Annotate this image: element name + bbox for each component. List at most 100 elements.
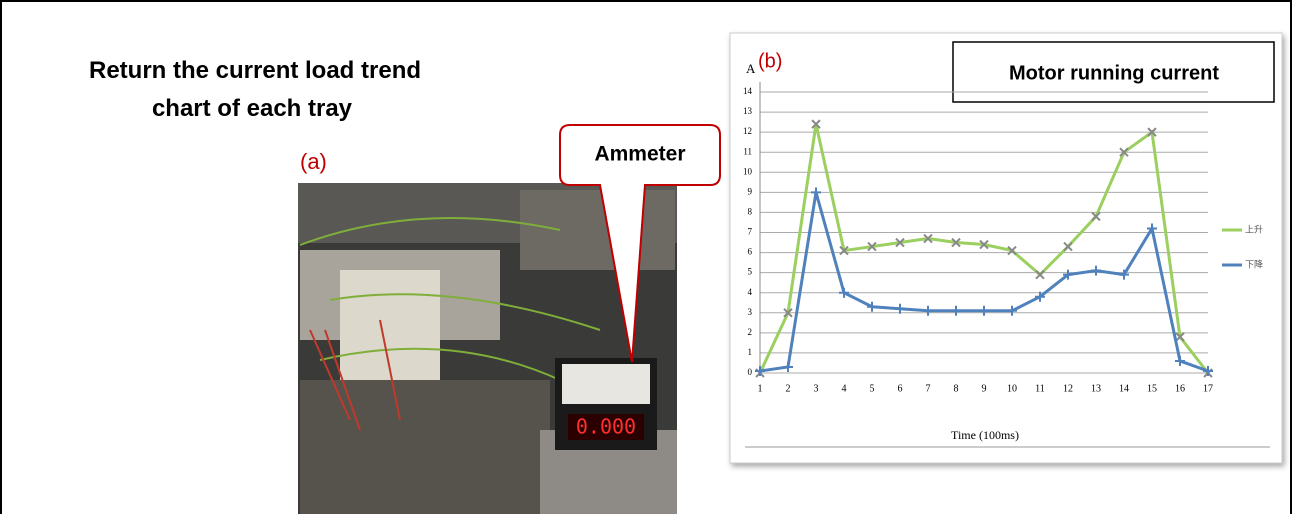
x-tick-label: 3: [814, 383, 819, 394]
marker-shape: [1035, 269, 1045, 280]
x-axis-label: Time (100ms): [951, 428, 1019, 442]
marker: [1091, 265, 1101, 276]
y-tick-label: 14: [743, 86, 753, 96]
marker-shape: [839, 287, 849, 298]
y-tick-label: 4: [748, 287, 753, 297]
marker-shape: [1063, 241, 1073, 252]
marker: [1007, 245, 1017, 256]
marker-shape: [951, 305, 961, 316]
marker-shape: [1091, 265, 1101, 276]
marker: [867, 241, 877, 252]
heading: Return the current load trend chart of ea…: [89, 57, 421, 122]
marker: [783, 361, 793, 372]
marker-shape: [783, 308, 793, 318]
y-tick-label: 6: [748, 247, 753, 257]
marker: [811, 187, 821, 198]
marker-shape: [755, 365, 765, 376]
marker: [1119, 269, 1129, 280]
y-tick-label: 8: [748, 206, 753, 216]
callout-text: Ammeter: [594, 143, 685, 166]
marker-shape: [1063, 269, 1073, 280]
marker: [1147, 127, 1157, 137]
marker-shape: [1119, 147, 1129, 157]
x-tick-label: 8: [954, 383, 959, 394]
y-tick-label: 13: [743, 106, 753, 116]
marker: [1175, 355, 1185, 366]
panel-label: (a): [300, 149, 327, 174]
marker-shape: [979, 305, 989, 316]
marker: [1091, 211, 1101, 222]
x-tick-label: 7: [926, 383, 931, 394]
photo: [298, 183, 677, 514]
x-tick-label: 12: [1063, 383, 1073, 394]
marker-shape: [951, 237, 961, 248]
display-text: 0.000: [576, 415, 636, 439]
y-tick-label: 1: [748, 347, 753, 357]
marker-shape: [1147, 223, 1157, 234]
x-tick-label: 6: [898, 383, 903, 394]
marker: [1119, 147, 1129, 157]
marker-shape: [839, 245, 849, 256]
marker: [783, 308, 793, 318]
x-tick-label: 13: [1091, 383, 1101, 394]
marker: [811, 119, 821, 129]
marker: [1035, 291, 1045, 302]
marker-shape: [783, 361, 793, 372]
marker: [895, 237, 905, 248]
marker: [1147, 223, 1157, 234]
legend-label: 上升: [1245, 224, 1263, 234]
x-tick-label: 9: [982, 383, 987, 394]
marker-shape: [1203, 365, 1213, 376]
y-tick-label: 10: [743, 166, 753, 176]
marker: [839, 245, 849, 256]
marker-shape: [1175, 355, 1185, 366]
y-tick-label: 9: [748, 186, 753, 196]
marker: [1063, 269, 1073, 280]
marker-shape: [1007, 245, 1017, 256]
marker: [895, 303, 905, 314]
marker: [839, 287, 849, 298]
marker-shape: [895, 303, 905, 314]
marker-shape: [1175, 332, 1185, 342]
marker: [1203, 365, 1213, 376]
marker-shape: [1035, 291, 1045, 302]
x-tick-label: 17: [1203, 383, 1213, 394]
marker: [1035, 269, 1045, 280]
marker-shape: [867, 241, 877, 252]
marker: [979, 239, 989, 250]
panel-label: (b): [758, 50, 782, 72]
marker-shape: [867, 301, 877, 312]
marker: [1063, 241, 1073, 252]
marker-shape: [1147, 127, 1157, 137]
y-axis-label: A: [746, 61, 756, 76]
marker-shape: [1091, 211, 1101, 222]
marker-shape: [979, 239, 989, 250]
marker-shape: [1119, 269, 1129, 280]
x-tick-label: 2: [786, 383, 791, 394]
y-tick-label: 3: [748, 307, 753, 317]
x-tick-label: 4: [842, 383, 847, 394]
marker: [1007, 305, 1017, 316]
marker: [923, 233, 933, 244]
callout-box: [559, 124, 721, 363]
x-tick-label: 5: [870, 383, 875, 394]
y-tick-label: 12: [743, 126, 752, 136]
marker: [951, 237, 961, 248]
x-tick-label: 16: [1175, 383, 1185, 394]
chart-title: Motor running current: [1009, 62, 1219, 84]
heading-line: chart of each tray: [152, 95, 353, 122]
marker-shape: [1007, 305, 1017, 316]
marker-shape: [811, 119, 821, 129]
marker: [979, 305, 989, 316]
marker: [923, 305, 933, 316]
marker: [1175, 332, 1185, 342]
y-tick-label: 5: [748, 267, 753, 277]
y-tick-label: 2: [748, 327, 753, 337]
marker: [755, 365, 765, 376]
x-tick-label: 15: [1147, 383, 1157, 394]
x-tick-label: 1: [758, 383, 763, 394]
marker: [867, 301, 877, 312]
x-tick-label: 14: [1119, 383, 1129, 394]
